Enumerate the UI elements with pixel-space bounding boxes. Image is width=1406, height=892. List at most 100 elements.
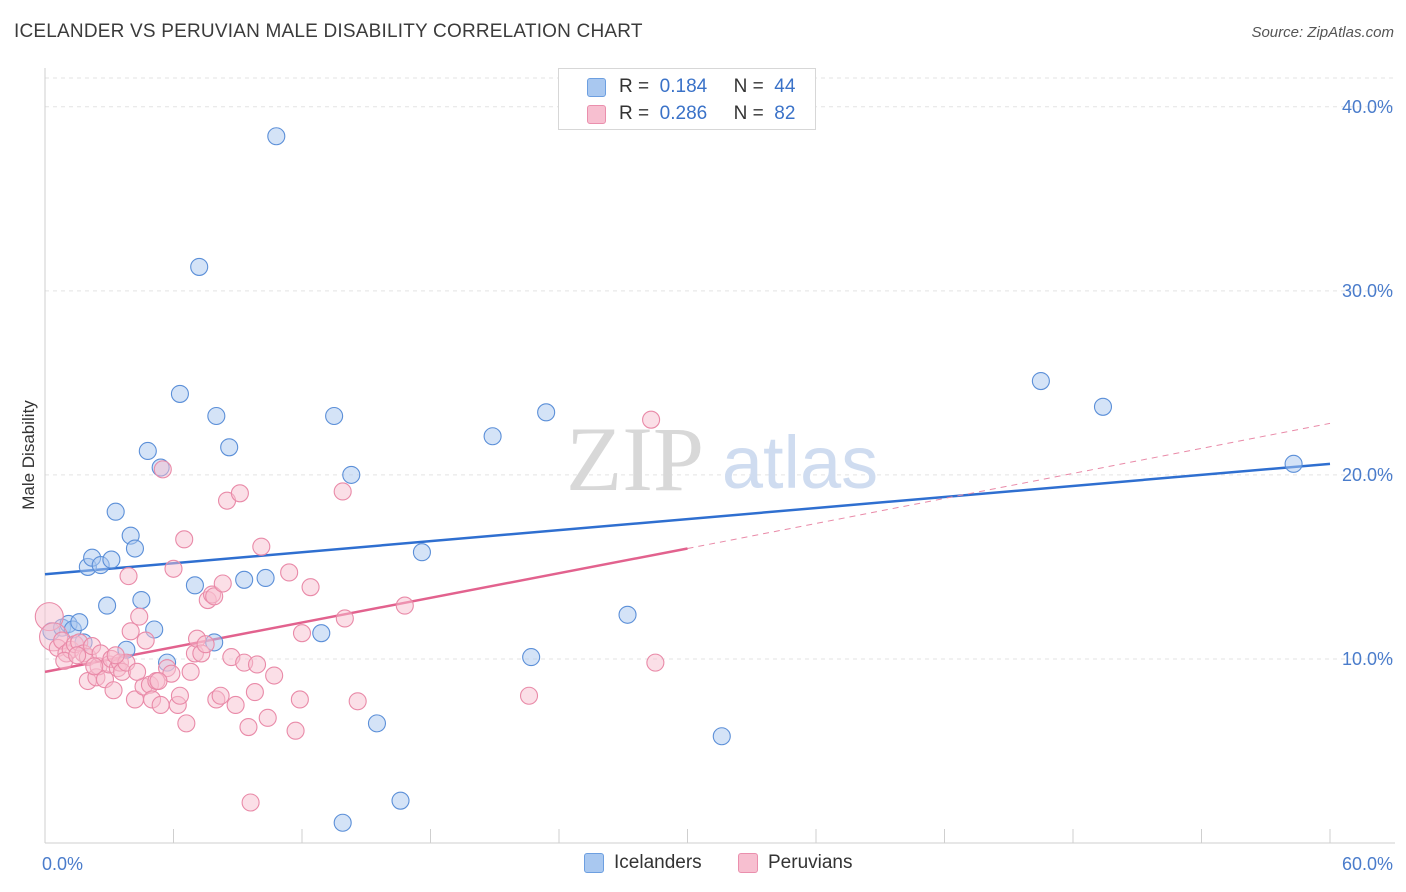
trend-lines: [44, 422, 1331, 674]
legend-n-label: N =: [733, 103, 764, 124]
legend-n-value: 44: [774, 76, 796, 97]
icelanders-point: [342, 465, 361, 484]
legend-swatch-icelanders: [587, 78, 606, 97]
peruvians-point: [177, 714, 196, 733]
source-label: Source: ZipAtlas.com: [1251, 24, 1394, 41]
peruvians-point: [136, 631, 155, 650]
icelanders-point: [1031, 371, 1050, 391]
peruvians-trend-line: [44, 547, 688, 674]
peruvians-point: [130, 607, 149, 626]
icelanders-point: [102, 550, 121, 569]
icelanders-point: [333, 813, 352, 832]
y-tick-label: 20.0%: [1342, 465, 1393, 485]
icelanders-trend-line: [44, 462, 1331, 576]
icelanders-point: [391, 791, 410, 810]
peruvians-point: [85, 657, 104, 676]
peruvians-point: [213, 574, 232, 593]
icelanders-point: [235, 570, 254, 589]
axes: [44, 68, 1395, 844]
icelanders-point: [220, 438, 239, 457]
icelanders-point: [170, 384, 189, 403]
watermark-atlas: atlas: [722, 421, 878, 504]
icelanders-point: [106, 502, 125, 521]
peruvians-point: [239, 717, 258, 737]
legend-label-icelanders: Icelanders: [614, 852, 702, 873]
peruvians-point: [151, 695, 170, 715]
tick-labels: 10.0% 20.0% 30.0% 40.0% 0.0% 60.0%: [42, 97, 1393, 874]
peruvians-point: [196, 635, 215, 654]
icelanders-point: [1093, 397, 1113, 416]
peruvians-point: [119, 567, 138, 586]
legend-n-value: 82: [774, 103, 796, 124]
peruvians-point: [104, 681, 123, 700]
icelanders-point: [125, 539, 144, 558]
legend-r-value: 0.286: [659, 103, 708, 124]
peruvians-point: [265, 666, 284, 685]
correlation-legend: R = 0.184 N = 44 R = 0.286 N = 82: [558, 68, 816, 130]
peruvians-point: [642, 410, 661, 429]
peruvians-point: [175, 530, 194, 549]
peruvians-point: [230, 484, 249, 503]
legend-swatch-icelanders: [584, 853, 604, 873]
peruvians-point: [348, 692, 367, 711]
icelanders-point: [483, 427, 502, 446]
legend-swatch-peruvians: [738, 853, 758, 873]
peruvians-point: [211, 686, 230, 705]
peruvians-point: [286, 721, 305, 740]
peruvians-point: [646, 653, 665, 672]
icelanders-point: [412, 543, 431, 562]
peruvians-point: [247, 655, 267, 674]
legend-label-peruvians: Peruvians: [768, 852, 853, 873]
peruvians-point: [292, 624, 312, 643]
watermark-zip: ZIP: [566, 408, 704, 510]
watermark: ZIP atlas: [566, 408, 878, 510]
peruvians-point: [290, 690, 309, 709]
icelanders-point: [618, 605, 637, 624]
icelanders-point: [190, 257, 209, 276]
icelanders-point: [70, 613, 89, 632]
x-tick-label-min: 0.0%: [42, 854, 83, 874]
icelanders-point: [207, 406, 226, 426]
peruvians-point: [333, 482, 352, 501]
legend-swatch-peruvians: [587, 105, 606, 124]
peruvians-point: [245, 683, 264, 702]
icelanders-point: [1284, 454, 1303, 473]
y-tick-label: 30.0%: [1342, 281, 1393, 301]
peruvians-point: [153, 460, 172, 479]
peruvians-point: [106, 646, 125, 665]
icelanders-point: [312, 624, 331, 643]
peruvians-point: [128, 662, 147, 681]
peruvians-point: [252, 537, 271, 556]
icelanders-point: [185, 576, 204, 595]
peruvians-point: [149, 671, 168, 691]
icelanders-point: [537, 403, 556, 422]
peruvians-point: [301, 578, 320, 597]
icelanders-point: [522, 648, 541, 667]
peruvians-point: [121, 622, 140, 641]
icelanders-point: [132, 591, 151, 610]
legend-r-label: R =: [619, 103, 650, 124]
peruvians-point: [519, 686, 539, 705]
peruvians-point: [241, 793, 260, 812]
legend-r-label: R =: [619, 76, 650, 97]
y-tick-label: 40.0%: [1342, 97, 1393, 117]
icelanders-point: [256, 568, 275, 588]
peruvians-point: [68, 646, 87, 665]
x-tick-label-max: 60.0%: [1342, 854, 1393, 874]
icelanders-point: [712, 727, 731, 746]
icelanders-point: [367, 714, 387, 733]
peruvians-point: [205, 587, 224, 606]
peruvians-point: [280, 563, 299, 582]
icelanders-point: [138, 441, 157, 461]
icelanders-point: [325, 406, 344, 426]
peruvians-point: [181, 662, 200, 681]
peruvians-point: [226, 695, 245, 715]
legend-n-label: N =: [733, 76, 764, 97]
peruvians-point: [164, 559, 183, 578]
peruvians-point: [395, 596, 414, 615]
y-tick-label: 10.0%: [1342, 649, 1393, 669]
peruvians-point: [258, 708, 277, 727]
chart-title: ICELANDER VS PERUVIAN MALE DISABILITY CO…: [14, 21, 643, 42]
legend-r-value: 0.184: [659, 76, 708, 97]
